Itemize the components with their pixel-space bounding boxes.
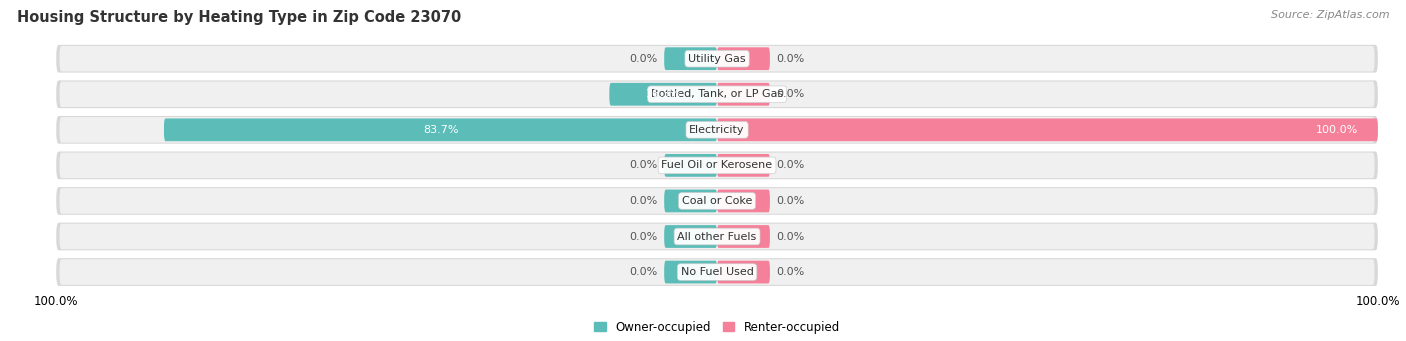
Text: 0.0%: 0.0%	[630, 160, 658, 170]
Text: 0.0%: 0.0%	[776, 54, 804, 64]
FancyBboxPatch shape	[664, 190, 717, 212]
Text: 16.3%: 16.3%	[645, 89, 681, 99]
FancyBboxPatch shape	[59, 224, 1375, 249]
FancyBboxPatch shape	[56, 258, 1378, 286]
Text: Electricity: Electricity	[689, 125, 745, 135]
Text: 0.0%: 0.0%	[776, 89, 804, 99]
FancyBboxPatch shape	[59, 81, 1375, 107]
Text: 0.0%: 0.0%	[630, 196, 658, 206]
Text: 100.0%: 100.0%	[1316, 125, 1358, 135]
FancyBboxPatch shape	[59, 117, 1375, 143]
FancyBboxPatch shape	[56, 116, 1378, 144]
Text: No Fuel Used: No Fuel Used	[681, 267, 754, 277]
FancyBboxPatch shape	[664, 47, 717, 70]
Text: Housing Structure by Heating Type in Zip Code 23070: Housing Structure by Heating Type in Zip…	[17, 10, 461, 25]
FancyBboxPatch shape	[59, 152, 1375, 178]
FancyBboxPatch shape	[717, 47, 770, 70]
Legend: Owner-occupied, Renter-occupied: Owner-occupied, Renter-occupied	[589, 316, 845, 339]
FancyBboxPatch shape	[59, 259, 1375, 285]
Text: 0.0%: 0.0%	[630, 54, 658, 64]
Text: 0.0%: 0.0%	[630, 232, 658, 241]
Text: Bottled, Tank, or LP Gas: Bottled, Tank, or LP Gas	[651, 89, 783, 99]
Text: Source: ZipAtlas.com: Source: ZipAtlas.com	[1271, 10, 1389, 20]
FancyBboxPatch shape	[609, 83, 717, 106]
Text: Coal or Coke: Coal or Coke	[682, 196, 752, 206]
FancyBboxPatch shape	[59, 188, 1375, 214]
Text: Fuel Oil or Kerosene: Fuel Oil or Kerosene	[661, 160, 773, 170]
FancyBboxPatch shape	[56, 187, 1378, 215]
FancyBboxPatch shape	[59, 46, 1375, 72]
Text: 0.0%: 0.0%	[776, 160, 804, 170]
Text: 0.0%: 0.0%	[630, 267, 658, 277]
FancyBboxPatch shape	[56, 151, 1378, 179]
FancyBboxPatch shape	[717, 118, 1378, 141]
Text: All other Fuels: All other Fuels	[678, 232, 756, 241]
Text: 0.0%: 0.0%	[776, 232, 804, 241]
FancyBboxPatch shape	[717, 261, 770, 283]
FancyBboxPatch shape	[56, 45, 1378, 73]
FancyBboxPatch shape	[56, 223, 1378, 250]
FancyBboxPatch shape	[717, 190, 770, 212]
Text: 0.0%: 0.0%	[776, 196, 804, 206]
FancyBboxPatch shape	[165, 118, 717, 141]
Text: Utility Gas: Utility Gas	[689, 54, 745, 64]
FancyBboxPatch shape	[717, 83, 770, 106]
FancyBboxPatch shape	[56, 80, 1378, 108]
FancyBboxPatch shape	[717, 154, 770, 177]
FancyBboxPatch shape	[664, 261, 717, 283]
FancyBboxPatch shape	[717, 225, 770, 248]
Text: 0.0%: 0.0%	[776, 267, 804, 277]
FancyBboxPatch shape	[664, 154, 717, 177]
Text: 83.7%: 83.7%	[423, 125, 458, 135]
FancyBboxPatch shape	[664, 225, 717, 248]
